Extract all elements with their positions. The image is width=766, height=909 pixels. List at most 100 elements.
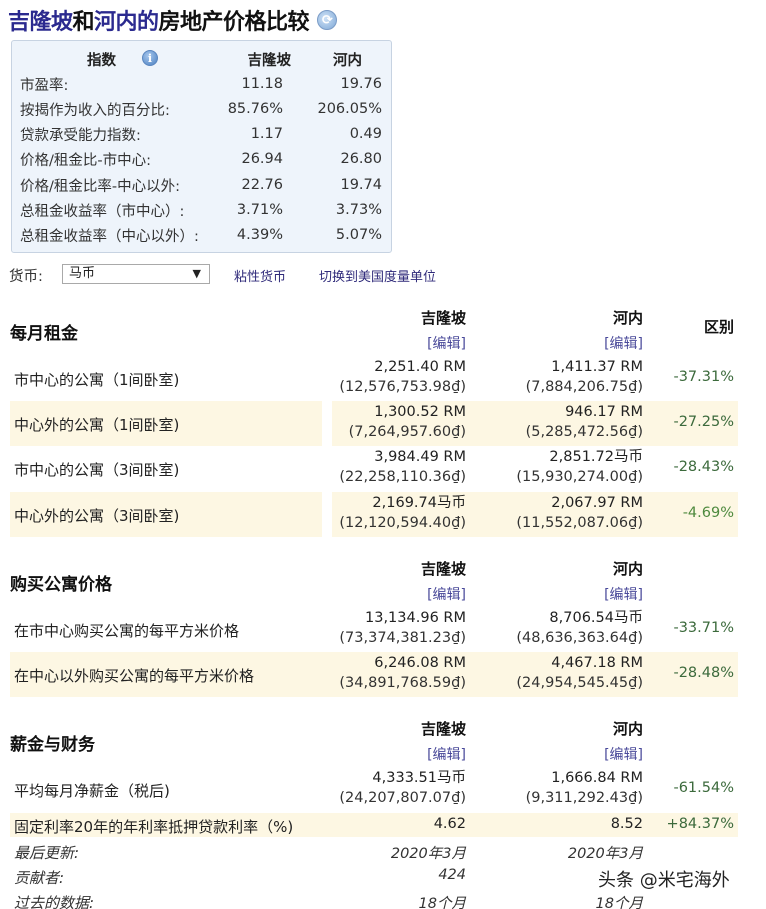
value-city2: 8.52	[610, 816, 643, 832]
indices-value-city1: 1.17	[250, 126, 283, 142]
meta-row-past-data: 过去的数据: 18个月 18个月	[10, 889, 738, 909]
edit-city1-link[interactable]: [编辑]	[427, 336, 466, 352]
indices-label: 按揭作为收入的百分比:	[20, 102, 170, 119]
col-header-city1: 吉隆坡	[420, 720, 466, 738]
table-row: 在中心以外购买公寓的每平方米价格 6,246.08 RM (34,891,768.…	[10, 652, 738, 697]
section-title-salary: 薪金与财务	[10, 735, 95, 755]
indices-row: 价格/租金比率-中心以外: 22.76 19.74	[12, 173, 391, 197]
indices-row: 总租金收益率（市中心）: 3.71% 3.73%	[12, 198, 391, 222]
meta-value-city2: 2020年3月	[567, 846, 643, 862]
diff-value: -28.48%	[673, 665, 734, 681]
currency-label: 货币:	[9, 268, 43, 285]
title-city1[interactable]: 吉隆坡	[8, 10, 73, 35]
value-city1: 4,333.51马币 (24,207,807.07₫)	[339, 770, 466, 806]
currency-bar: 货币: 马币 ▼ 粘性货币 切换到美国度量单位	[9, 264, 436, 286]
edit-city2-link[interactable]: [编辑]	[604, 747, 643, 763]
row-label: 市中心的公寓（1间卧室)	[14, 371, 180, 389]
title-city2[interactable]: 河内的	[94, 10, 159, 35]
table-row: 中心外的公寓（3间卧室) 2,169.74马币 (12,120,594.40₫) …	[10, 492, 738, 537]
indices-value-city1: 26.94	[241, 151, 283, 167]
indices-label: 总租金收益率（中心以外）:	[20, 228, 199, 245]
title-conj: 和	[72, 10, 95, 35]
diff-value: -33.71%	[673, 620, 734, 636]
indices-label: 价格/租金比率-中心以外:	[20, 178, 181, 195]
watermark: 头条 @米宅海外	[598, 870, 730, 891]
section-title-buy: 购买公寓价格	[10, 575, 112, 595]
indices-header-city2: 河内	[333, 52, 362, 69]
indices-value-city1: 85.76%	[227, 101, 283, 117]
table-row: 在市中心购买公寓的每平方米价格 13,134.96 RM (73,374,381.…	[10, 607, 738, 652]
indices-value-city2: 26.80	[340, 151, 382, 167]
edit-city2-link[interactable]: [编辑]	[604, 587, 643, 603]
table-row: 中心外的公寓（1间卧室) 1,300.52 RM (7,264,957.60₫) …	[10, 401, 738, 446]
indices-value-city1: 3.71%	[236, 202, 283, 218]
diff-value: -4.69%	[682, 505, 734, 521]
col-header-diff: 区别	[704, 318, 735, 336]
page-title: 吉隆坡 和 河内的 房地产价格比较 ⟳	[8, 4, 338, 36]
value-city1: 2,251.40 RM (12,576,753.98₫)	[339, 359, 466, 395]
indices-row: 市盈率: 11.18 19.76	[12, 72, 391, 96]
indices-value-city2: 3.73%	[335, 202, 382, 218]
value-city2: 1,411.37 RM (7,884,206.75₫)	[525, 359, 643, 395]
indices-row: 总租金收益率（中心以外）: 4.39% 5.07%	[12, 223, 391, 247]
currency-select[interactable]: 马币 ▼	[62, 264, 210, 284]
indices-row: 贷款承受能力指数: 1.17 0.49	[12, 122, 391, 146]
edit-city2-link[interactable]: [编辑]	[604, 336, 643, 352]
value-city1: 2,169.74马币 (12,120,594.40₫)	[339, 495, 466, 531]
value-city1: 3,984.49 RM (22,258,110.36₫)	[339, 449, 466, 485]
col-header-city1: 吉隆坡	[420, 309, 466, 327]
meta-label: 最后更新:	[14, 844, 80, 862]
value-city2: 2,067.97 RM (11,552,087.06₫)	[516, 495, 643, 531]
indices-label: 总租金收益率（市中心）:	[20, 203, 185, 220]
currency-selected: 马币	[69, 266, 96, 281]
value-city1: 13,134.96 RM (73,374,381.23₫)	[339, 610, 466, 646]
meta-value-city1: 2020年3月	[390, 846, 466, 862]
row-label: 在中心以外购买公寓的每平方米价格	[14, 667, 255, 685]
diff-value: -28.43%	[673, 459, 734, 475]
value-city2: 4,467.18 RM (24,954,545.45₫)	[516, 655, 643, 691]
edit-city1-link[interactable]: [编辑]	[427, 587, 466, 603]
indices-value-city1: 22.76	[241, 177, 283, 193]
indices-box: 指数 i 吉隆坡 河内 市盈率: 11.18 19.76 按揭作为收入的百分比:…	[11, 40, 392, 253]
diff-value: -37.31%	[673, 369, 734, 385]
indices-value-city2: 19.74	[340, 177, 382, 193]
row-label: 平均每月净薪金（税后)	[14, 782, 170, 800]
value-city2: 2,851.72马币 (15,930,274.00₫)	[516, 449, 643, 485]
value-city1: 1,300.52 RM (7,264,957.60₫)	[348, 404, 466, 440]
refresh-icon[interactable]: ⟳	[317, 10, 338, 30]
meta-row-last-updated: 最后更新: 2020年3月 2020年3月	[10, 839, 738, 863]
value-city1: 4.62	[433, 816, 466, 832]
edit-city1-link[interactable]: [编辑]	[427, 747, 466, 763]
indices-value-city1: 4.39%	[236, 227, 283, 243]
dropdown-arrow-icon: ▼	[192, 267, 201, 280]
table-row-mortgage: 固定利率20年的年利率抵押贷款利率（%) 4.62 8.52 +84.37%	[10, 813, 738, 837]
indices-value-city2: 206.05%	[317, 101, 382, 117]
indices-label: 市盈率:	[20, 77, 69, 94]
indices-header-city1: 吉隆坡	[247, 52, 292, 69]
indices-value-city2: 0.49	[349, 126, 382, 142]
value-city2: 946.17 RM (5,285,472.56₫)	[525, 404, 643, 440]
indices-label: 价格/租金比-市中心:	[20, 152, 152, 169]
meta-value-city2: 18个月	[595, 896, 643, 909]
meta-value-city1: 424	[438, 867, 466, 883]
col-header-city2: 河内	[612, 309, 643, 327]
meta-value-city1: 18个月	[418, 896, 466, 909]
us-units-link[interactable]: 切换到美国度量单位	[319, 270, 437, 285]
value-city1: 6,246.08 RM (34,891,768.59₫)	[339, 655, 466, 691]
indices-label: 贷款承受能力指数:	[20, 127, 141, 144]
row-label: 在市中心购买公寓的每平方米价格	[14, 622, 240, 640]
row-label: 市中心的公寓（3间卧室)	[14, 461, 180, 479]
row-label: 中心外的公寓（3间卧室)	[14, 507, 180, 525]
indices-header: 指数 i 吉隆坡 河内	[12, 47, 391, 71]
row-label: 中心外的公寓（1间卧室)	[14, 416, 180, 434]
indices-value-city1: 11.18	[241, 76, 283, 92]
col-header-city1: 吉隆坡	[420, 560, 466, 578]
info-icon[interactable]: i	[142, 50, 158, 66]
col-header-city2: 河内	[612, 560, 643, 578]
indices-header-label: 指数	[87, 52, 116, 69]
table-row: 平均每月净薪金（税后) 4,333.51马币 (24,207,807.07₫) 1…	[10, 767, 738, 812]
meta-label: 过去的数据:	[14, 894, 95, 909]
meta-label: 贡献者:	[14, 869, 65, 887]
row-label: 固定利率20年的年利率抵押贷款利率（%)	[14, 818, 294, 836]
sticky-currency-link[interactable]: 粘性货币	[234, 270, 287, 285]
